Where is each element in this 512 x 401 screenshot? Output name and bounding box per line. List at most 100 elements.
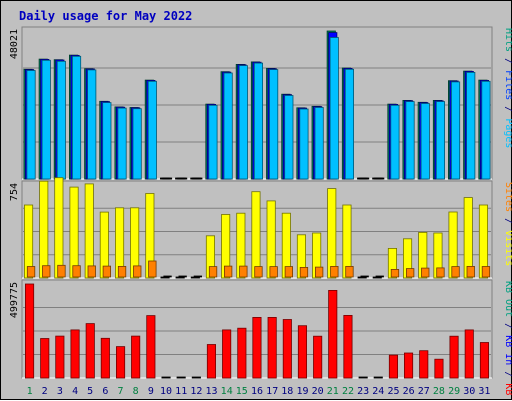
bar-middle-sites-day-15 [239,265,248,278]
bar-top-pages-day-23 [360,177,370,180]
bar-top-pages-day-4 [72,55,82,180]
legend-item-sites: Sites [503,182,512,212]
bar-middle-sites-day-19 [299,266,309,278]
bar-bottom-kb-f-day-7 [116,346,126,379]
x-tick-label-day-20: 20 [312,386,324,397]
panel-middle: 754 Sites / Visits [9,177,512,279]
panel-top: 48021 Hits / Files / Pages [9,26,512,180]
bar-bottom-kb-f-day-25 [388,354,398,379]
bar-top-pages-day-9 [147,80,157,180]
bar-top-pages-day-16 [253,62,264,180]
panel-bottom-legend: KB Out / KB In / KB F [503,281,512,401]
bar-bottom-kb-f-day-28 [434,358,444,379]
x-tick-label-day-3: 3 [57,386,63,397]
bar-bottom-kb-f-day-29 [449,335,459,379]
bar-middle-visits-day-5 [84,183,94,279]
bar-middle-visits-day-2 [39,180,49,279]
bar-top-pages-day-19 [299,108,309,180]
bar-top-pages-day-7 [117,107,127,180]
bar-middle-sites-day-5 [87,265,96,278]
bar-bottom-kb-f-day-4 [70,329,80,379]
x-tick-label-day-16: 16 [251,386,263,397]
x-tick-label-day-1: 1 [27,386,33,397]
bar-middle-visits-day-21 [327,188,337,279]
x-tick-label-day-14: 14 [221,386,233,397]
x-tick-label-day-17: 17 [266,386,278,397]
bar-middle-visits-day-16 [251,191,261,279]
x-tick-label-day-11: 11 [175,386,187,397]
bar-bottom-kb-f-day-31 [479,342,489,379]
bar-middle-sites-day-28 [436,267,445,278]
bar-middle-sites-day-13 [208,266,218,278]
bar-top-pages-day-26 [405,101,415,180]
bar-middle-visits-day-30 [463,197,473,279]
bar-bottom-kb-f-day-12 [191,376,201,379]
bar-top-pages-day-31 [481,80,491,180]
bar-middle-visits-day-31 [478,204,488,279]
bar-middle-sites-day-31 [481,266,491,278]
x-tick-label-day-28: 28 [433,386,445,397]
bar-middle-visits-day-14 [221,214,231,279]
x-tick-label-day-25: 25 [387,386,399,397]
bar-middle-sites-day-18 [284,266,294,278]
x-tick-label-day-6: 6 [102,386,108,397]
bar-top-pages-day-6 [102,102,112,180]
bar-top-pages-day-17 [269,69,279,180]
bar-middle-sites-day-26 [405,268,415,278]
bar-middle-visits-day-27 [418,231,428,279]
bar-middle-visits-day-20 [312,232,322,279]
bar-top-pages-day-13 [208,104,218,180]
bar-middle-visits-day-4 [69,186,79,279]
bar-middle-visits-day-6 [99,211,109,279]
bar-bottom-kb-f-day-26 [403,352,414,379]
bar-middle-visits-day-19 [296,234,306,279]
panel-bottom-max-label: 499775 [9,282,20,318]
x-tick-label-day-2: 2 [42,386,48,397]
bar-middle-sites-day-17 [269,266,278,278]
x-tick-label-day-19: 19 [296,386,308,397]
bar-top-pages-day-24 [375,177,385,180]
bar-bottom-kb-f-day-16 [252,316,262,379]
bar-middle-visits-day-17 [266,200,276,279]
bar-bottom-kb-f-day-18 [282,319,292,379]
bar-top-pages-day-11 [178,177,188,180]
panel-middle-legend: Sites / Visits [503,182,512,266]
legend-item-pages: Pages [503,118,512,148]
bar-middle-sites-day-24 [375,275,384,278]
x-tick-label-day-15: 15 [236,386,248,397]
legend-item-/: / [503,52,512,70]
bar-middle-sites-day-7 [117,265,127,278]
bar-middle-sites-day-4 [72,265,81,278]
bar-middle-sites-day-23 [360,275,369,278]
bar-top-pages-day-29 [450,81,461,180]
bar-top-pages-day-20 [314,107,324,180]
x-tick-label-day-18: 18 [281,386,293,397]
bar-bottom-kb-f-day-27 [419,350,429,379]
bar-middle-visits-day-22 [342,204,352,279]
bar-bottom-kb-f-day-19 [297,325,307,379]
bar-top-pages-day-25 [390,104,400,180]
bar-top-pages-day-30 [466,72,476,180]
bar-top-pages-day-1 [26,70,36,180]
legend-item-visits: Visits [503,230,512,266]
bar-middle-sites-day-27 [421,267,430,278]
bar-top-pages-day-27 [420,103,430,180]
bar-bottom-kb-f-day-10 [161,376,171,379]
bar-middle-sites-day-21 [330,265,339,278]
bar-bottom-kb-f-day-8 [131,335,141,379]
bar-middle-sites-day-1 [26,266,36,278]
legend-item-files: Files [503,70,512,100]
bar-bottom-kb-f-day-21 [328,289,338,379]
x-tick-label-day-9: 9 [148,386,154,397]
legend-item-/: / [503,365,512,383]
bar-middle-visits-day-1 [23,204,34,279]
bar-top-pages-day-10 [162,177,173,180]
x-axis-labels: 1 2 3 4 5 6 7 8 9 10 11 12 13 14 15 16 17 18 19 20 21 22 23 24 2… [27,386,491,397]
bar-bottom-kb-f-day-3 [55,335,65,379]
bar-middle-visits-day-18 [281,212,291,279]
bar-middle-visits-day-28 [433,232,443,279]
bar-bottom-kb-f-day-22 [343,314,353,379]
legend-item-hits: Hits [503,28,512,52]
bar-middle-sites-day-6 [102,265,111,278]
bar-middle-sites-day-30 [466,265,475,278]
